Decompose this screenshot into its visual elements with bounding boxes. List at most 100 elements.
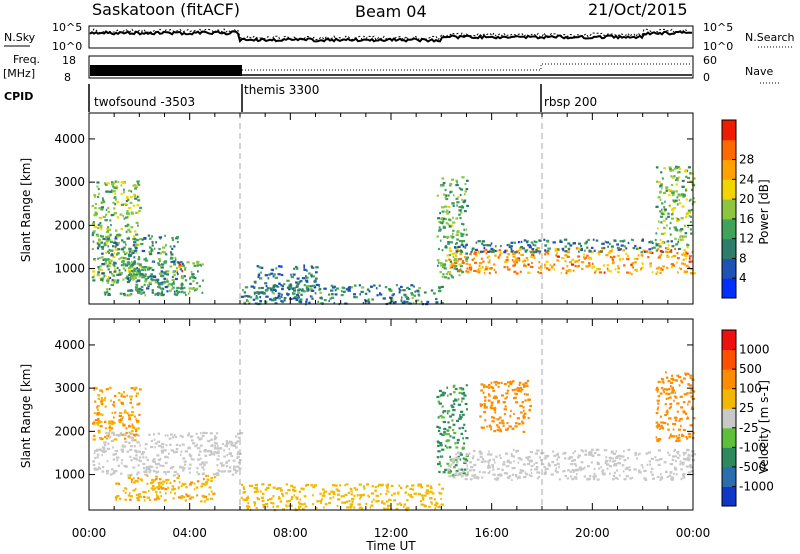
echo-cell [300, 487, 304, 490]
echo-cell [426, 492, 430, 495]
echo-cell [205, 482, 208, 485]
echo-cell [173, 293, 177, 296]
echo-cell [531, 261, 533, 265]
echo-cell [330, 490, 334, 493]
echo-cell [485, 244, 488, 247]
echo-cell [182, 275, 185, 278]
freq-unit-label: [MHz] [3, 67, 35, 80]
echo-cell [329, 297, 332, 300]
echo-cell [160, 287, 164, 290]
echo-cell [685, 264, 689, 267]
echo-cell [343, 501, 346, 504]
echo-cell [345, 500, 349, 503]
echo-cell [681, 235, 684, 238]
colorbar-tick-label: 16 [739, 212, 754, 226]
echo-cell [561, 267, 565, 270]
echo-cell [216, 458, 220, 461]
power-heatmap [91, 113, 697, 306]
echo-cell [346, 506, 350, 509]
echo-cell [458, 468, 461, 471]
echo-cell [169, 443, 172, 446]
date-label: 21/Oct/2015 [588, 0, 688, 19]
echo-cell [458, 205, 462, 209]
echo-cell [301, 503, 305, 506]
echo-cell [527, 271, 531, 274]
echo-cell [473, 257, 476, 260]
echo-cell [274, 302, 278, 305]
echo-cell [105, 213, 108, 216]
echo-cell [451, 178, 454, 181]
echo-cell [442, 217, 446, 220]
echo-cell [200, 437, 203, 440]
echo-cell [179, 268, 183, 271]
echo-cell [519, 386, 522, 389]
echo-cell [346, 483, 349, 486]
echo-cell [160, 272, 163, 275]
echo-cell [105, 435, 108, 438]
echo-cell [506, 256, 509, 259]
echo-cell [91, 422, 96, 425]
echo-cell [249, 296, 253, 299]
echo-cell [217, 450, 220, 453]
colorbar-tick-label: 1000 [739, 343, 770, 357]
echo-cell [676, 410, 679, 413]
echo-cell [163, 277, 167, 280]
echo-cell [438, 426, 441, 429]
echo-cell [507, 459, 510, 462]
echo-cell [97, 188, 100, 191]
echo-cell [666, 255, 670, 258]
echo-cell [529, 474, 533, 477]
echo-cell [485, 266, 489, 269]
echo-cell [504, 405, 507, 408]
echo-cell [107, 442, 110, 445]
echo-cell [101, 197, 104, 200]
echo-cell [552, 241, 556, 244]
echo-cell [471, 258, 474, 261]
echo-cell [452, 255, 455, 258]
echo-cell [158, 485, 161, 488]
echo-cell [655, 232, 658, 235]
echo-cell [492, 416, 496, 419]
echo-cell [113, 240, 117, 243]
echo-cell [206, 478, 210, 481]
echo-cell [371, 500, 373, 503]
echo-cell [597, 251, 601, 255]
echo-cell [446, 386, 448, 389]
echo-cell [466, 179, 469, 182]
echo-cell [686, 170, 689, 173]
nsky-tick-bottom: 10^0 [52, 40, 82, 53]
echo-cell [520, 240, 523, 243]
echo-cell [157, 284, 160, 287]
echo-cell [216, 451, 220, 454]
echo-cell [511, 467, 514, 470]
echo-cell [163, 449, 167, 452]
echo-cell [609, 256, 612, 259]
echo-cell [466, 204, 469, 207]
echo-cell [557, 456, 561, 459]
echo-cell [461, 413, 465, 416]
echo-cell [671, 455, 675, 458]
echo-cell [663, 388, 667, 391]
echo-cell [303, 495, 307, 498]
echo-cell [674, 228, 678, 231]
echo-cell [448, 273, 451, 276]
echo-cell [94, 456, 97, 460]
echo-cell [154, 460, 156, 463]
echo-cell [135, 233, 139, 236]
echo-cell [196, 260, 200, 263]
echo-cell [657, 406, 660, 409]
echo-cell [577, 247, 581, 250]
echo-cell [116, 279, 120, 282]
echo-cell [278, 297, 281, 300]
echo-cell [201, 482, 205, 485]
echo-cell [449, 393, 452, 396]
echo-cell [515, 422, 518, 425]
echo-cell [214, 435, 216, 438]
echo-cell [574, 265, 577, 268]
echo-cell [330, 296, 335, 299]
echo-cell [334, 289, 337, 292]
echo-cell [514, 396, 517, 399]
echo-cell [180, 466, 185, 469]
echo-cell [585, 240, 588, 243]
echo-cell [245, 496, 250, 499]
